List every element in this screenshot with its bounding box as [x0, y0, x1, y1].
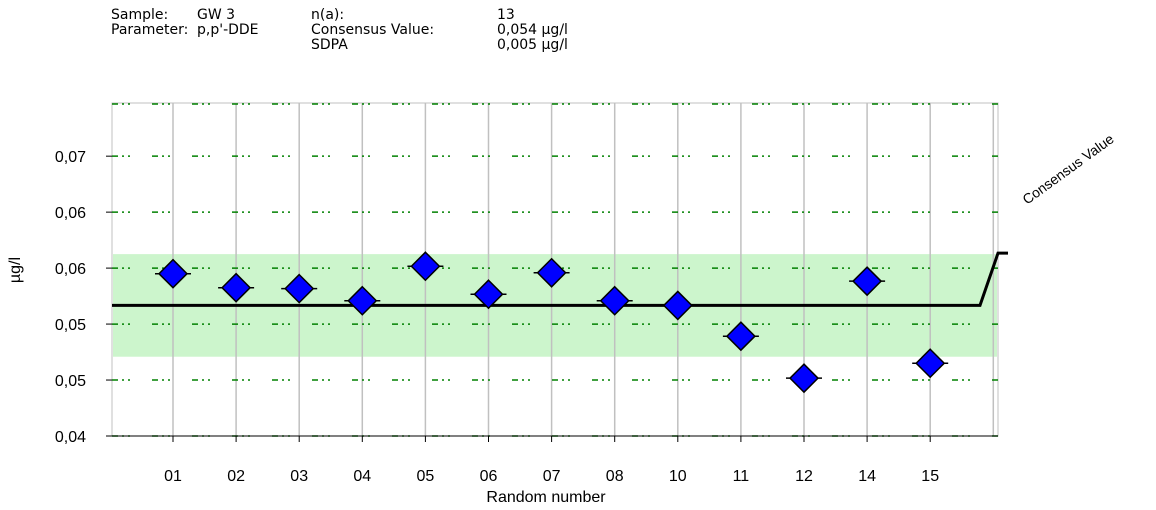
consensus-line: [112, 251, 1008, 307]
data-point-marker: [788, 363, 820, 394]
y-tick-label: 0,05: [55, 373, 86, 390]
sdpa-value: 0,005 µg/l: [497, 37, 568, 53]
y-tick-label: 0,06: [55, 261, 86, 278]
x-tick-label: 08: [606, 468, 624, 485]
y-tick-label: 0,05: [55, 317, 86, 334]
data-point-marker: [536, 257, 567, 288]
x-tick-label: 04: [353, 468, 371, 485]
x-axis-ticks: 01 02 03 04 05 06 07 08 10 11 12 14 15: [164, 436, 939, 485]
data-point-marker: [599, 285, 630, 316]
data-point-marker: [410, 251, 441, 282]
x-tick-label: 07: [543, 468, 561, 485]
x-tick-label: 03: [290, 468, 308, 485]
consensus-value-value: 0,054 µg/l: [497, 22, 568, 38]
y-axis-title: µg/l: [7, 257, 24, 283]
na-label: n(a):: [311, 7, 345, 23]
y-tick-label: 0,07: [55, 149, 86, 166]
data-point-marker: [725, 321, 756, 352]
sdpa-label: SDPA: [311, 37, 348, 53]
x-tick-label: 01: [164, 468, 182, 485]
consensus-value-label: Consensus Value:: [311, 22, 435, 38]
data-point-marker: [157, 258, 189, 289]
data-point-marker: [915, 348, 946, 379]
parameter-label: Parameter:: [111, 22, 189, 38]
data-point-marker: [284, 273, 315, 304]
y-tick-label: 0,04: [55, 429, 86, 446]
x-tick-label: 12: [795, 468, 813, 485]
x-tick-label: 02: [227, 468, 245, 485]
x-tick-label: 05: [417, 468, 435, 485]
x-tick-label: 11: [733, 468, 750, 485]
x-tick-label: 14: [858, 468, 876, 485]
y-axis-ticks: 0,04 0,05 0,05 0,06 0,06 0,07: [55, 149, 112, 446]
na-value: 13: [497, 7, 515, 23]
sample-label: Sample:: [111, 7, 169, 23]
parameter-value: p,p'-DDE: [197, 22, 259, 38]
data-point-marker: [347, 285, 378, 316]
data-markers: [155, 251, 949, 394]
y-tick-label: 0,06: [55, 205, 86, 222]
data-point-marker: [473, 279, 504, 310]
data-point-marker: [662, 290, 693, 321]
x-tick-label: 06: [480, 468, 498, 485]
sample-value: GW 3: [197, 7, 236, 23]
x-tick-label: 10: [669, 468, 687, 485]
x-axis-title: Random number: [486, 489, 606, 506]
x-tick-label: 15: [921, 468, 939, 485]
data-point-marker: [221, 272, 252, 303]
consensus-value-annotation: Consensus Value: [1019, 130, 1117, 207]
data-point-marker: [852, 266, 883, 297]
